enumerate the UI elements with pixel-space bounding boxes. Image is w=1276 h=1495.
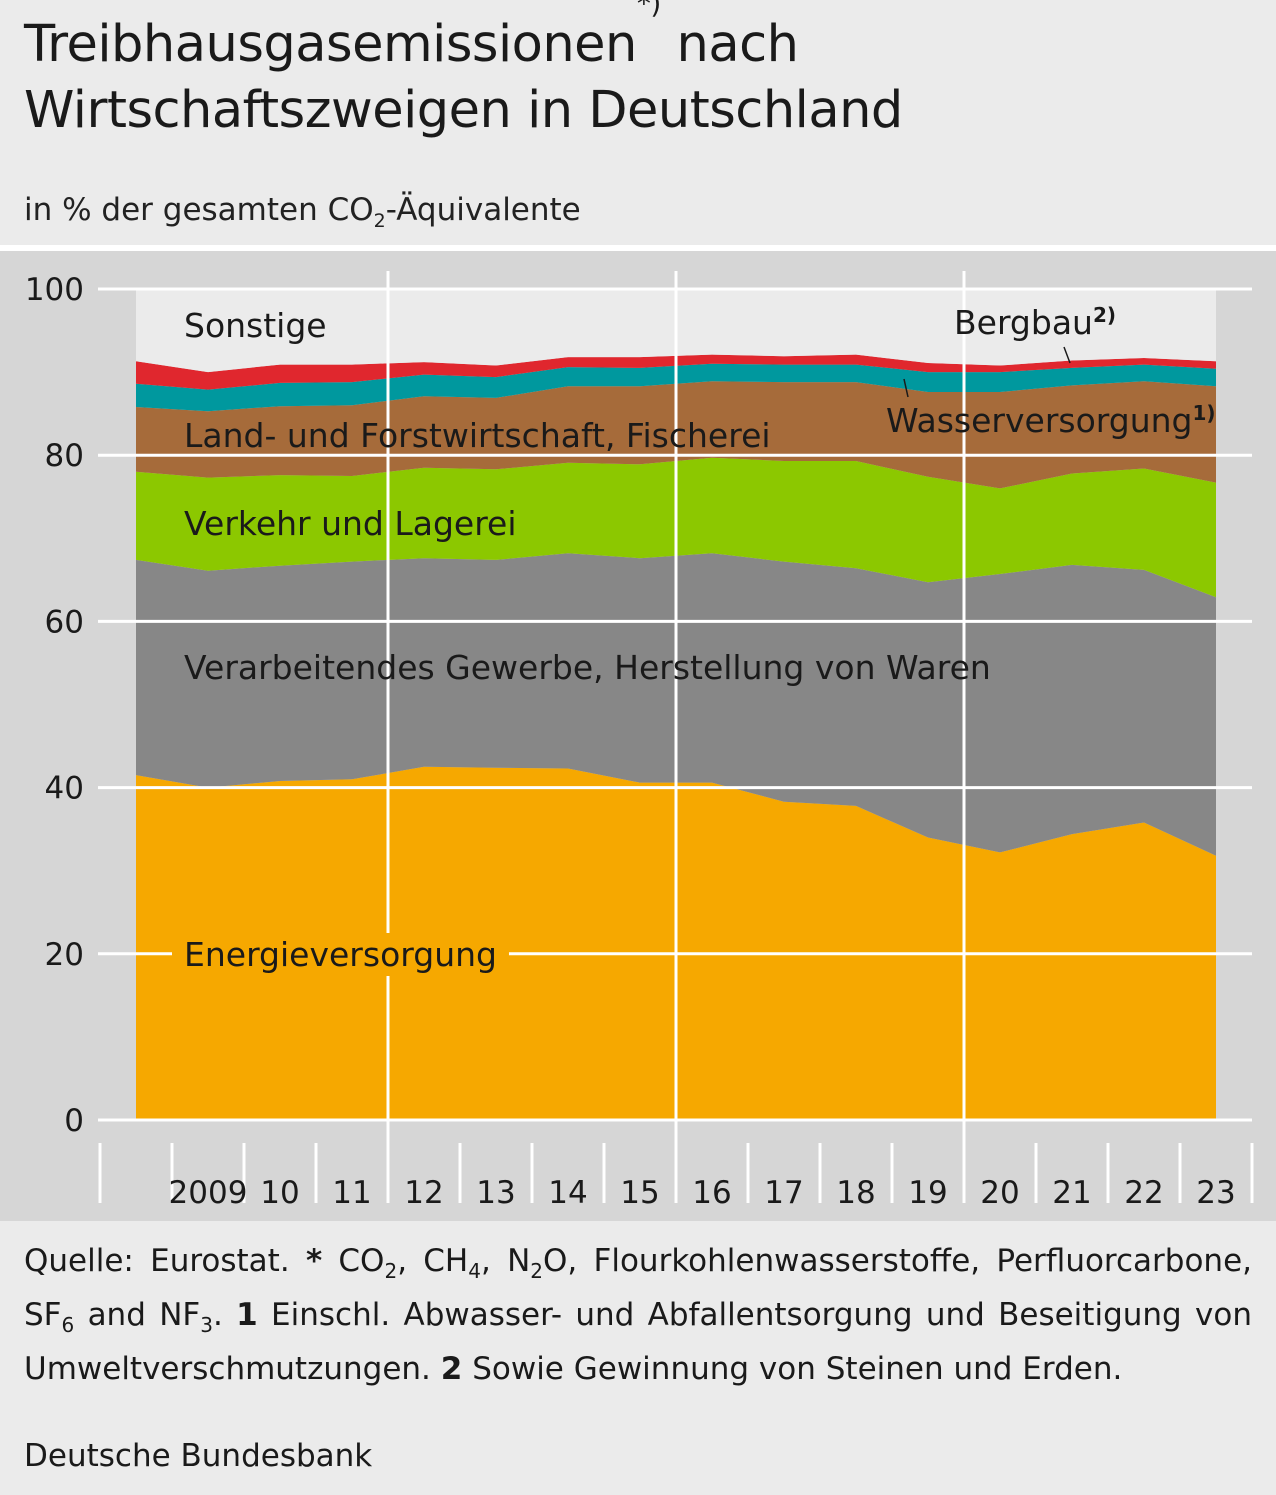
x-tick-label: 17 xyxy=(764,1175,803,1211)
x-axis xyxy=(98,1143,1254,1203)
y-tick-label: 80 xyxy=(45,438,84,474)
area-label: Verarbeitendes Gewerbe, Herstellung von … xyxy=(184,648,991,687)
area-label: Bergbau2) xyxy=(954,303,1116,342)
chart-header: Treibhausgasemissionen*) nach Wirtschafts… xyxy=(0,0,1276,245)
x-tick-label: 12 xyxy=(404,1175,443,1211)
bergbau-leader-line xyxy=(1063,346,1071,364)
x-tick-label: 15 xyxy=(620,1175,659,1211)
stacked-area-chart: 0 20 40 60 80 100 2009 10 11 12 13 14 15 16 17 18 19 20 21… xyxy=(25,271,1254,1211)
x-tick-label: 2009 xyxy=(169,1175,248,1211)
y-tick-label: 100 xyxy=(25,272,84,308)
area-label: Sonstige xyxy=(184,306,327,345)
x-tick-label: 19 xyxy=(908,1175,947,1211)
x-tick-label: 13 xyxy=(476,1175,515,1211)
y-tick-label: 20 xyxy=(45,937,84,973)
x-tick-label: 16 xyxy=(692,1175,731,1211)
x-tick-label: 18 xyxy=(836,1175,875,1211)
label-background xyxy=(172,933,509,976)
area-label: Verkehr und Lagerei xyxy=(184,504,517,543)
source-brand: Deutsche Bundesbank xyxy=(24,1438,373,1474)
x-tick-label: 22 xyxy=(1124,1175,1163,1211)
x-tick-label: 14 xyxy=(548,1175,587,1211)
area-wasserversorgung xyxy=(136,363,1216,412)
x-gridlines xyxy=(386,271,966,1201)
chart-footer: Quelle: Eurostat. * CO2, CH4, N2O, Flour… xyxy=(0,1221,1276,1495)
area-label: Wasserversorgung1) xyxy=(886,401,1216,440)
wasserversorgung-leader-line xyxy=(903,378,909,398)
x-tick-label: 21 xyxy=(1052,1175,1091,1211)
y-tick-label: 0 xyxy=(64,1103,84,1139)
area-label: Energieversorgung xyxy=(184,935,497,974)
chart-title: Treibhausgasemissionen*) nach Wirtschafts… xyxy=(24,0,903,140)
chart-area: 0 20 40 60 80 100 2009 10 11 12 13 14 15 16 17 18 19 20 21… xyxy=(0,251,1276,1221)
area-labels: Sonstige Land- und Forstwirtschaft, Fisch… xyxy=(172,303,1216,976)
y-tick-label: 40 xyxy=(45,771,84,807)
area-bergbau xyxy=(136,354,1216,390)
area-label: Land- und Forstwirtschaft, Fischerei xyxy=(184,416,771,455)
footnotes: Quelle: Eurostat. * CO2, CH4, N2O, Flour… xyxy=(24,1243,1252,1388)
header-separator xyxy=(0,245,1276,251)
x-tick-label: 23 xyxy=(1196,1175,1235,1211)
x-tick-label: 11 xyxy=(332,1175,371,1211)
chart-subtitle: in % der gesamten CO2-Äquivalente xyxy=(24,192,581,233)
y-tick-label: 60 xyxy=(45,604,84,640)
x-tick-label: 20 xyxy=(980,1175,1019,1211)
x-tick-label: 10 xyxy=(260,1175,299,1211)
